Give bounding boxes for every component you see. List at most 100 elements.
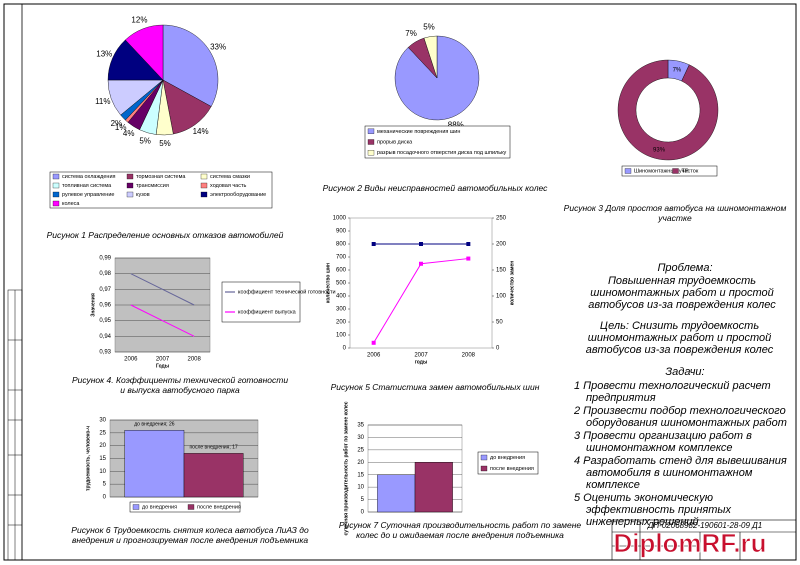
y-axis-title: количество шин (325, 263, 331, 303)
legend-label: Шиномонтажный участок (634, 167, 699, 174)
data-label: 1% (115, 123, 127, 132)
y-tick-label: 600 (336, 268, 347, 274)
y-tick-label: 20 (99, 443, 106, 449)
legend-swatch (52, 173, 60, 180)
y-tick-label: 5 (361, 497, 365, 503)
legend-swatch (52, 200, 60, 207)
legend-label: до внедрения (490, 455, 525, 461)
legend-label: механические повреждения шин (377, 129, 460, 135)
y-tick-label: 25 (357, 447, 364, 453)
legend-label: до внедрения (142, 504, 177, 510)
line-series (130, 304, 195, 337)
y-tick-label: 0,99 (99, 256, 111, 262)
task: 4 Разработать стенд для вывешивания авто… (574, 455, 787, 491)
legend-swatch (200, 173, 208, 180)
legend-swatch (480, 465, 488, 472)
y-tick-label: 0 (103, 495, 107, 501)
legend-swatch (126, 182, 134, 189)
task: 5 Оценить экономическую эффективность пр… (574, 492, 732, 528)
x-axis-title: Годы (156, 363, 169, 369)
tasks-title: Задачи: (665, 366, 705, 378)
legend-label: коэффициент технической готовности (238, 288, 336, 295)
y-tick-label: 30 (99, 418, 106, 424)
data-label: 14% (193, 127, 209, 136)
y-tick-label: 10 (357, 485, 364, 491)
legend-label: ходовая часть (210, 183, 247, 189)
point-marker (419, 242, 423, 246)
y2-tick-label: 50 (496, 320, 503, 326)
plot-area (349, 217, 493, 349)
legend-swatch (367, 139, 375, 145)
legend-label: система смазки (210, 174, 250, 180)
legend-swatch (52, 191, 60, 198)
legend-swatch (132, 504, 140, 510)
legend-swatch (367, 128, 375, 134)
data-label: 7% (405, 29, 417, 38)
legend-label: ТР (682, 168, 689, 174)
problem-text: Повышенная трудоемкость шиномонтажных ра… (588, 275, 776, 311)
y-tick-label: 200 (336, 320, 347, 326)
point-marker (371, 340, 376, 345)
chart-caption: Рисунок 2 Виды неисправностей автомобиль… (322, 183, 548, 193)
x-tick-label: 2006 (367, 353, 381, 359)
point-marker (419, 261, 423, 266)
legend-swatch (187, 504, 195, 510)
y-tick-label: 0,94 (99, 334, 111, 340)
legend-label: после внедрения (197, 504, 241, 510)
legend-swatch (126, 191, 134, 198)
legend-box (364, 125, 511, 159)
data-label: 2% (111, 119, 123, 128)
y-tick-label: 700 (336, 255, 347, 261)
legend-label: рулевое управление (62, 192, 114, 198)
y-tick-label: 0 (343, 346, 347, 352)
y-tick-label: 500 (336, 281, 347, 287)
legend-box (129, 501, 241, 513)
point-marker (466, 256, 471, 261)
data-label: 93% (653, 148, 666, 154)
chart-caption: Рисунок 1 Распределение основных отказов… (46, 230, 284, 240)
legend-label: топливная система (62, 183, 112, 189)
stamp-code: ДП-02068982-190601-28-09 Д1 (647, 521, 762, 530)
x-tick-label: 2006 (124, 357, 138, 363)
y-tick-label: 0,96 (99, 303, 111, 309)
title-block (611, 519, 797, 561)
y-tick-label: 25 (99, 430, 106, 436)
chart-caption: Рисунок 5 Статистика замен автомобильных… (330, 382, 540, 392)
y-tick-label: 0,95 (99, 318, 111, 324)
legend-swatch (126, 173, 134, 180)
legend-label: система охлаждения (62, 174, 116, 180)
side-stamp (7, 289, 23, 561)
y2-axis-title: количество замен (509, 261, 515, 306)
y2-tick-label: 250 (496, 216, 507, 222)
data-label: 5% (139, 137, 151, 146)
legend-label: после внедрения (490, 466, 534, 472)
x-tick-label: 2008 (187, 357, 201, 363)
pie-slice (617, 59, 719, 161)
legend-label: трансмиссия (136, 183, 169, 189)
task: 2 Произвести подбор технологического обо… (574, 405, 787, 429)
y-tick-label: 0,98 (99, 271, 111, 277)
legend-box (477, 451, 539, 475)
y-tick-label: 35 (357, 423, 364, 429)
bar (377, 474, 416, 513)
y-tick-label: 300 (336, 307, 347, 313)
point-marker (466, 242, 471, 246)
x-tick-label: 2008 (462, 353, 476, 359)
data-label: 12% (131, 16, 147, 25)
legend-box (621, 165, 718, 177)
legend-label: электрооборудование (210, 192, 266, 198)
data-label: 11% (95, 97, 110, 106)
watermark: DiplomRF.ru (613, 528, 766, 558)
legend-swatch (200, 182, 208, 189)
chart-caption: Рисунок 6 Трудоемкость снятия колеса авт… (71, 525, 309, 545)
legend-swatch (200, 191, 208, 198)
y-tick-label: 900 (336, 229, 347, 235)
y-tick-label: 15 (357, 472, 364, 478)
legend-swatch (672, 168, 679, 174)
y-tick-label: 20 (357, 460, 364, 466)
data-label: 5% (423, 23, 435, 32)
bar (183, 453, 244, 498)
y-tick-label: 1000 (333, 216, 347, 222)
